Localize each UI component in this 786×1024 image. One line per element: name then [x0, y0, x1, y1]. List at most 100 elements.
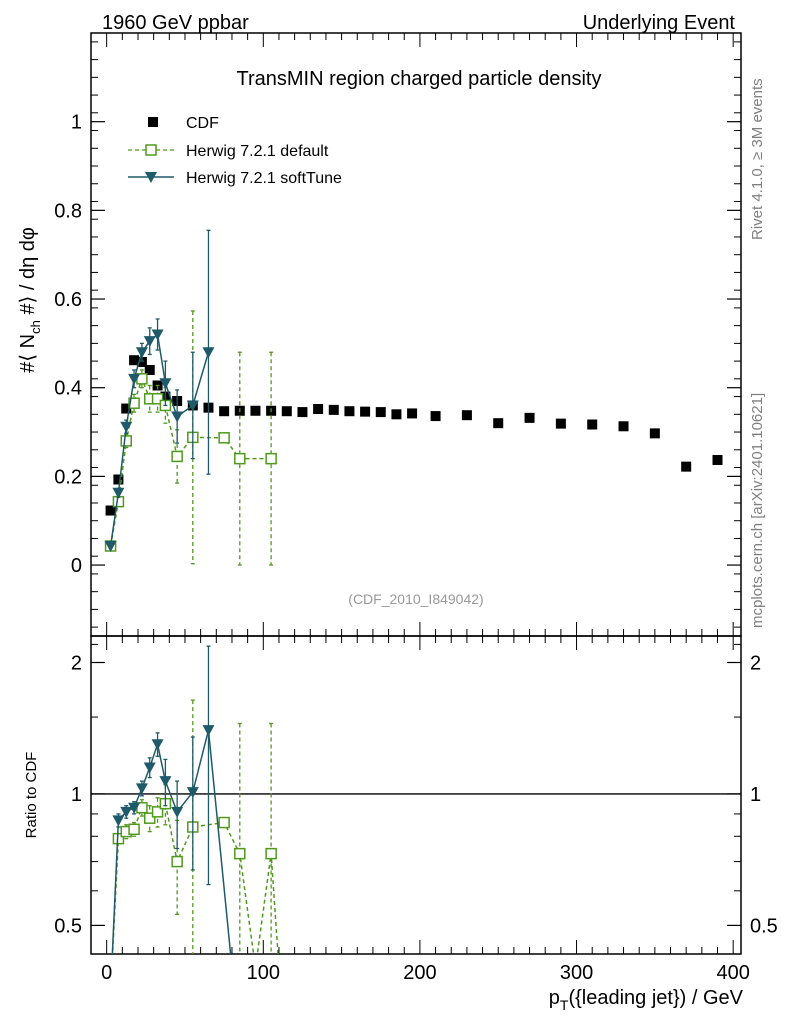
- ylabel-part-1: #⟨ N: [17, 334, 39, 373]
- ratio-y-tick-label-right: 2: [750, 653, 761, 675]
- default-main-point: [151, 393, 164, 405]
- softtune-main-point: [104, 540, 117, 552]
- softtune-main-point: [202, 347, 215, 359]
- cdf-point: [144, 364, 155, 375]
- softtune-main-point: [171, 411, 184, 423]
- x-tick-label: 0: [101, 962, 112, 984]
- legend-cdf-marker: [148, 117, 158, 127]
- default-main-point: [171, 450, 183, 463]
- softtune-main-point: [120, 421, 133, 433]
- analysis-id-label: (CDF_2010_I849042): [348, 591, 483, 607]
- default-ratio-point: [143, 812, 156, 824]
- mcplots-label: mcplots.cern.ch [arXiv:2401.10621]: [749, 393, 766, 628]
- cdf-point: [375, 407, 386, 418]
- cdf-point: [113, 474, 124, 485]
- softtune-main-point: [151, 329, 164, 341]
- legend-softtune-label: Herwig 7.2.1 softTune: [186, 170, 342, 187]
- softtune-ratio-point: [120, 806, 133, 818]
- main-y-tick-label: 0.2: [54, 466, 82, 488]
- default-ratio-point: [151, 806, 164, 818]
- softtune-ratio-point: [151, 739, 164, 751]
- default-ratio-point: [234, 847, 246, 860]
- cdf-point: [136, 356, 147, 367]
- x-tick-label: 400: [716, 962, 749, 984]
- softtune-ratio-point: [112, 815, 125, 827]
- cdf-point: [121, 403, 132, 414]
- default-ratio-point: [171, 855, 183, 868]
- cdf-point: [313, 403, 324, 414]
- cdf-point: [555, 418, 566, 429]
- ratio-y-tick-label-right: 0.5: [750, 915, 778, 937]
- legend-softtune-marker: [145, 172, 157, 183]
- softtune-ratio-point: [143, 762, 156, 774]
- ylabel-part-2: #⟩ / dη dφ: [17, 227, 39, 320]
- cdf-point: [281, 406, 292, 417]
- softtune-ratio-point: [171, 806, 184, 818]
- main-y-tick-label: 0.4: [54, 378, 82, 400]
- legend: CDF Herwig 7.2.1 default Herwig 7.2.1 so…: [128, 115, 342, 187]
- cdf-point: [461, 410, 472, 421]
- default-main-point: [218, 432, 230, 444]
- default-main-point: [234, 452, 246, 465]
- default-main-point: [265, 452, 277, 465]
- softtune-ratio-point: [202, 725, 215, 737]
- softtune-main-point: [135, 347, 148, 359]
- softtune-ratio-point: [159, 776, 172, 788]
- default-ratio-point: [265, 847, 277, 860]
- softtune-main-point: [143, 336, 156, 348]
- legend-default-marker: [145, 144, 157, 156]
- rivet-version-label: Rivet 4.1.0, ≥ 3M events: [749, 78, 766, 240]
- xlabel-subscript: T: [560, 997, 569, 1013]
- ratio-y-axis-label: Ratio to CDF: [23, 752, 40, 839]
- cdf-point: [328, 404, 339, 415]
- cdf-point: [105, 505, 116, 516]
- main-y-tick-label: 1: [71, 112, 82, 134]
- cdf-point: [407, 408, 418, 419]
- default-main-point: [120, 435, 132, 447]
- header-right-label: Underlying Event: [583, 12, 736, 34]
- cdf-point: [219, 406, 230, 417]
- xlabel-p: p: [549, 987, 560, 1009]
- x-tick-label: 100: [247, 962, 280, 984]
- cdf-point: [297, 407, 308, 418]
- softtune-ratio-point: [128, 802, 141, 814]
- softtune-ratio-point: [135, 783, 148, 795]
- cdf-point: [129, 355, 140, 366]
- softtune-ratio-point: [186, 787, 199, 799]
- x-tick-label: 300: [560, 962, 593, 984]
- ratio-y-tick-label: 2: [71, 653, 82, 675]
- softtune-main-point: [128, 373, 141, 385]
- main-y-axis-label: #⟨ Nch #⟩ / dη dφ: [17, 227, 43, 373]
- cdf-point: [587, 419, 598, 430]
- ratio-y-tick-label: 1: [71, 784, 82, 806]
- default-main-point: [128, 397, 140, 409]
- cdf-point: [681, 461, 692, 472]
- softtune-main-point: [186, 400, 199, 412]
- cdf-point: [649, 428, 660, 439]
- main-axes: 0 0.2 0.4 0.6 0.8 1: [54, 33, 741, 636]
- cdf-point: [524, 412, 535, 423]
- ratio-panel-frame: [90, 635, 742, 955]
- ratio-y-tick-label-right: 1: [750, 784, 761, 806]
- cdf-point: [391, 409, 402, 420]
- default-ratio-point: [128, 823, 140, 836]
- cdf-point: [618, 421, 629, 432]
- cdf-point: [360, 406, 371, 417]
- main-series-layer: [104, 229, 723, 566]
- header-left-label: 1960 GeV ppbar: [102, 12, 249, 34]
- main-y-tick-label: 0.8: [54, 200, 82, 222]
- cdf-point: [250, 405, 261, 416]
- x-axis-label: pT({leading jet}) / GeV: [549, 987, 744, 1013]
- legend-default-label: Herwig 7.2.1 default: [186, 143, 329, 160]
- ratio-axes: 0 100 200 300 400 0.5 0.5 1 1 2 2: [54, 636, 778, 984]
- ylabel-subscript: ch: [28, 320, 43, 334]
- default-ratio-point: [218, 816, 230, 829]
- softtune-main-point: [159, 378, 172, 390]
- cdf-point: [344, 406, 355, 417]
- ratio-y-tick-label: 0.5: [54, 915, 82, 937]
- main-y-tick-label: 0.6: [54, 289, 82, 311]
- legend-cdf-label: CDF: [186, 115, 219, 132]
- x-tick-label: 200: [403, 962, 436, 984]
- main-y-tick-label: 0: [71, 555, 82, 577]
